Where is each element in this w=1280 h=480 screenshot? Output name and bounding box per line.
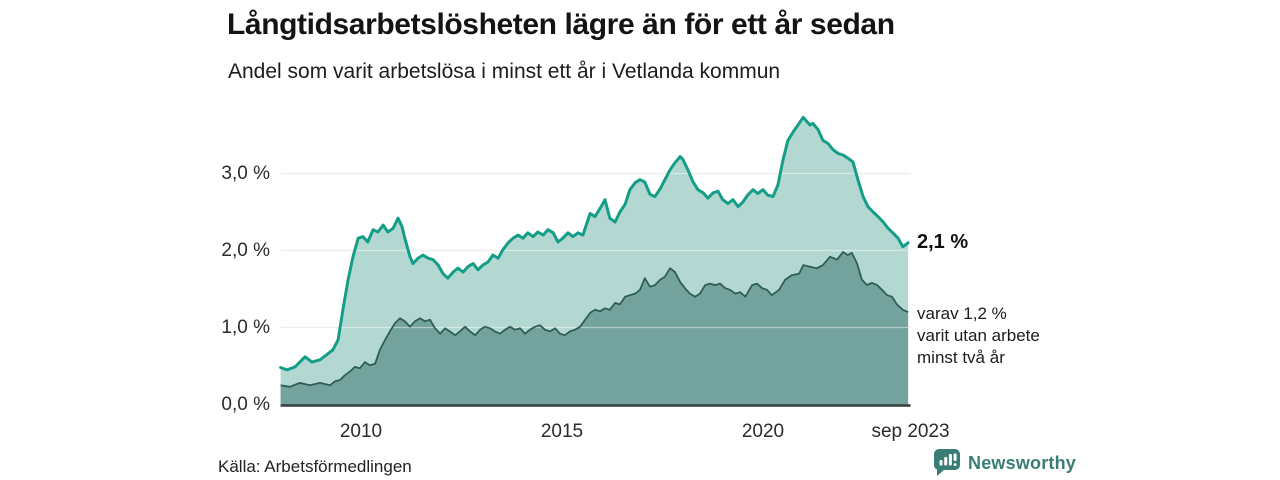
annotation-line: minst två år (917, 348, 1005, 367)
x-axis-tick-label: 2015 (540, 421, 584, 442)
y-axis-tick-label: 1,0 % (221, 316, 270, 338)
x-axis-tick-label: sep 2023 (871, 421, 950, 442)
x-axis-tick-label: 2020 (741, 421, 785, 442)
newsworthy-logo-text: Newsworthy (968, 452, 1077, 473)
page-title: Långtidsarbetslösheten lägre än för ett … (227, 8, 895, 41)
line-two-years (280, 251, 909, 388)
annotation-line: varit utan arbete (917, 326, 1040, 345)
line-one-year (279, 115, 910, 372)
y-axis-tick-label: 3,0 % (221, 162, 270, 184)
newsworthy-logo: Newsworthy (934, 449, 1076, 477)
series-end-value-label: 2,1 % (917, 230, 969, 253)
x-axis-tick-label: 2010 (339, 421, 383, 442)
area-fill-two-years (280, 252, 909, 405)
series-annotation: varav 1,2 % varit utan arbete minst två … (917, 303, 1040, 369)
annotation-line: varav 1,2 % (917, 304, 1007, 323)
newsworthy-logo-icon (934, 449, 960, 476)
source-credit: Källa: Arbetsförmedlingen (218, 457, 412, 476)
y-axis-tick-label: 2,0 % (221, 239, 270, 261)
chart-subtitle: Andel som varit arbetslösa i minst ett å… (228, 60, 781, 83)
y-axis-tick-label: 0,0 % (221, 393, 270, 415)
